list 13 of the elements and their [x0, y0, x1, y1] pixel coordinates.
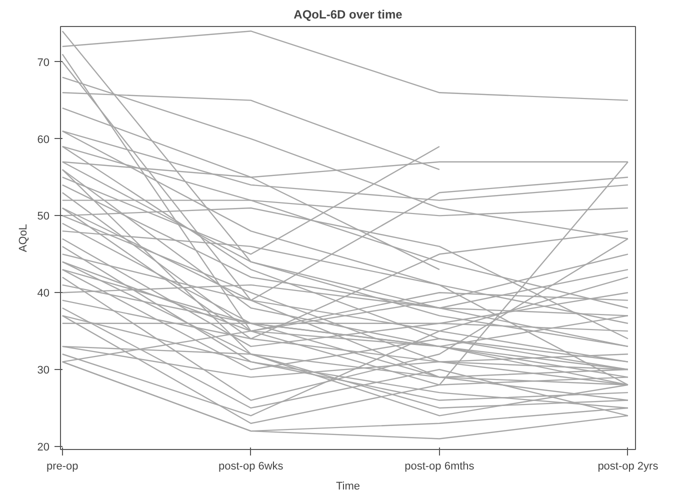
y-tick-label: 30 [37, 364, 50, 377]
y-axis-title: AQoL [17, 224, 30, 252]
x-tick-label: post-op 2yrs [598, 460, 659, 472]
x-tick-label: post-op 6wks [218, 460, 284, 472]
x-tick-label: pre-op [46, 460, 78, 472]
x-tick-label: post-op 6mths [404, 460, 475, 472]
chart-title: AQoL-6D over time [294, 8, 403, 22]
y-tick-label: 50 [37, 210, 50, 223]
y-tick-label: 60 [37, 134, 50, 146]
y-tick-label: 70 [37, 56, 50, 69]
y-tick-label: 20 [37, 441, 50, 454]
x-axis-title: Time [336, 480, 360, 492]
y-tick-label: 40 [37, 288, 50, 300]
